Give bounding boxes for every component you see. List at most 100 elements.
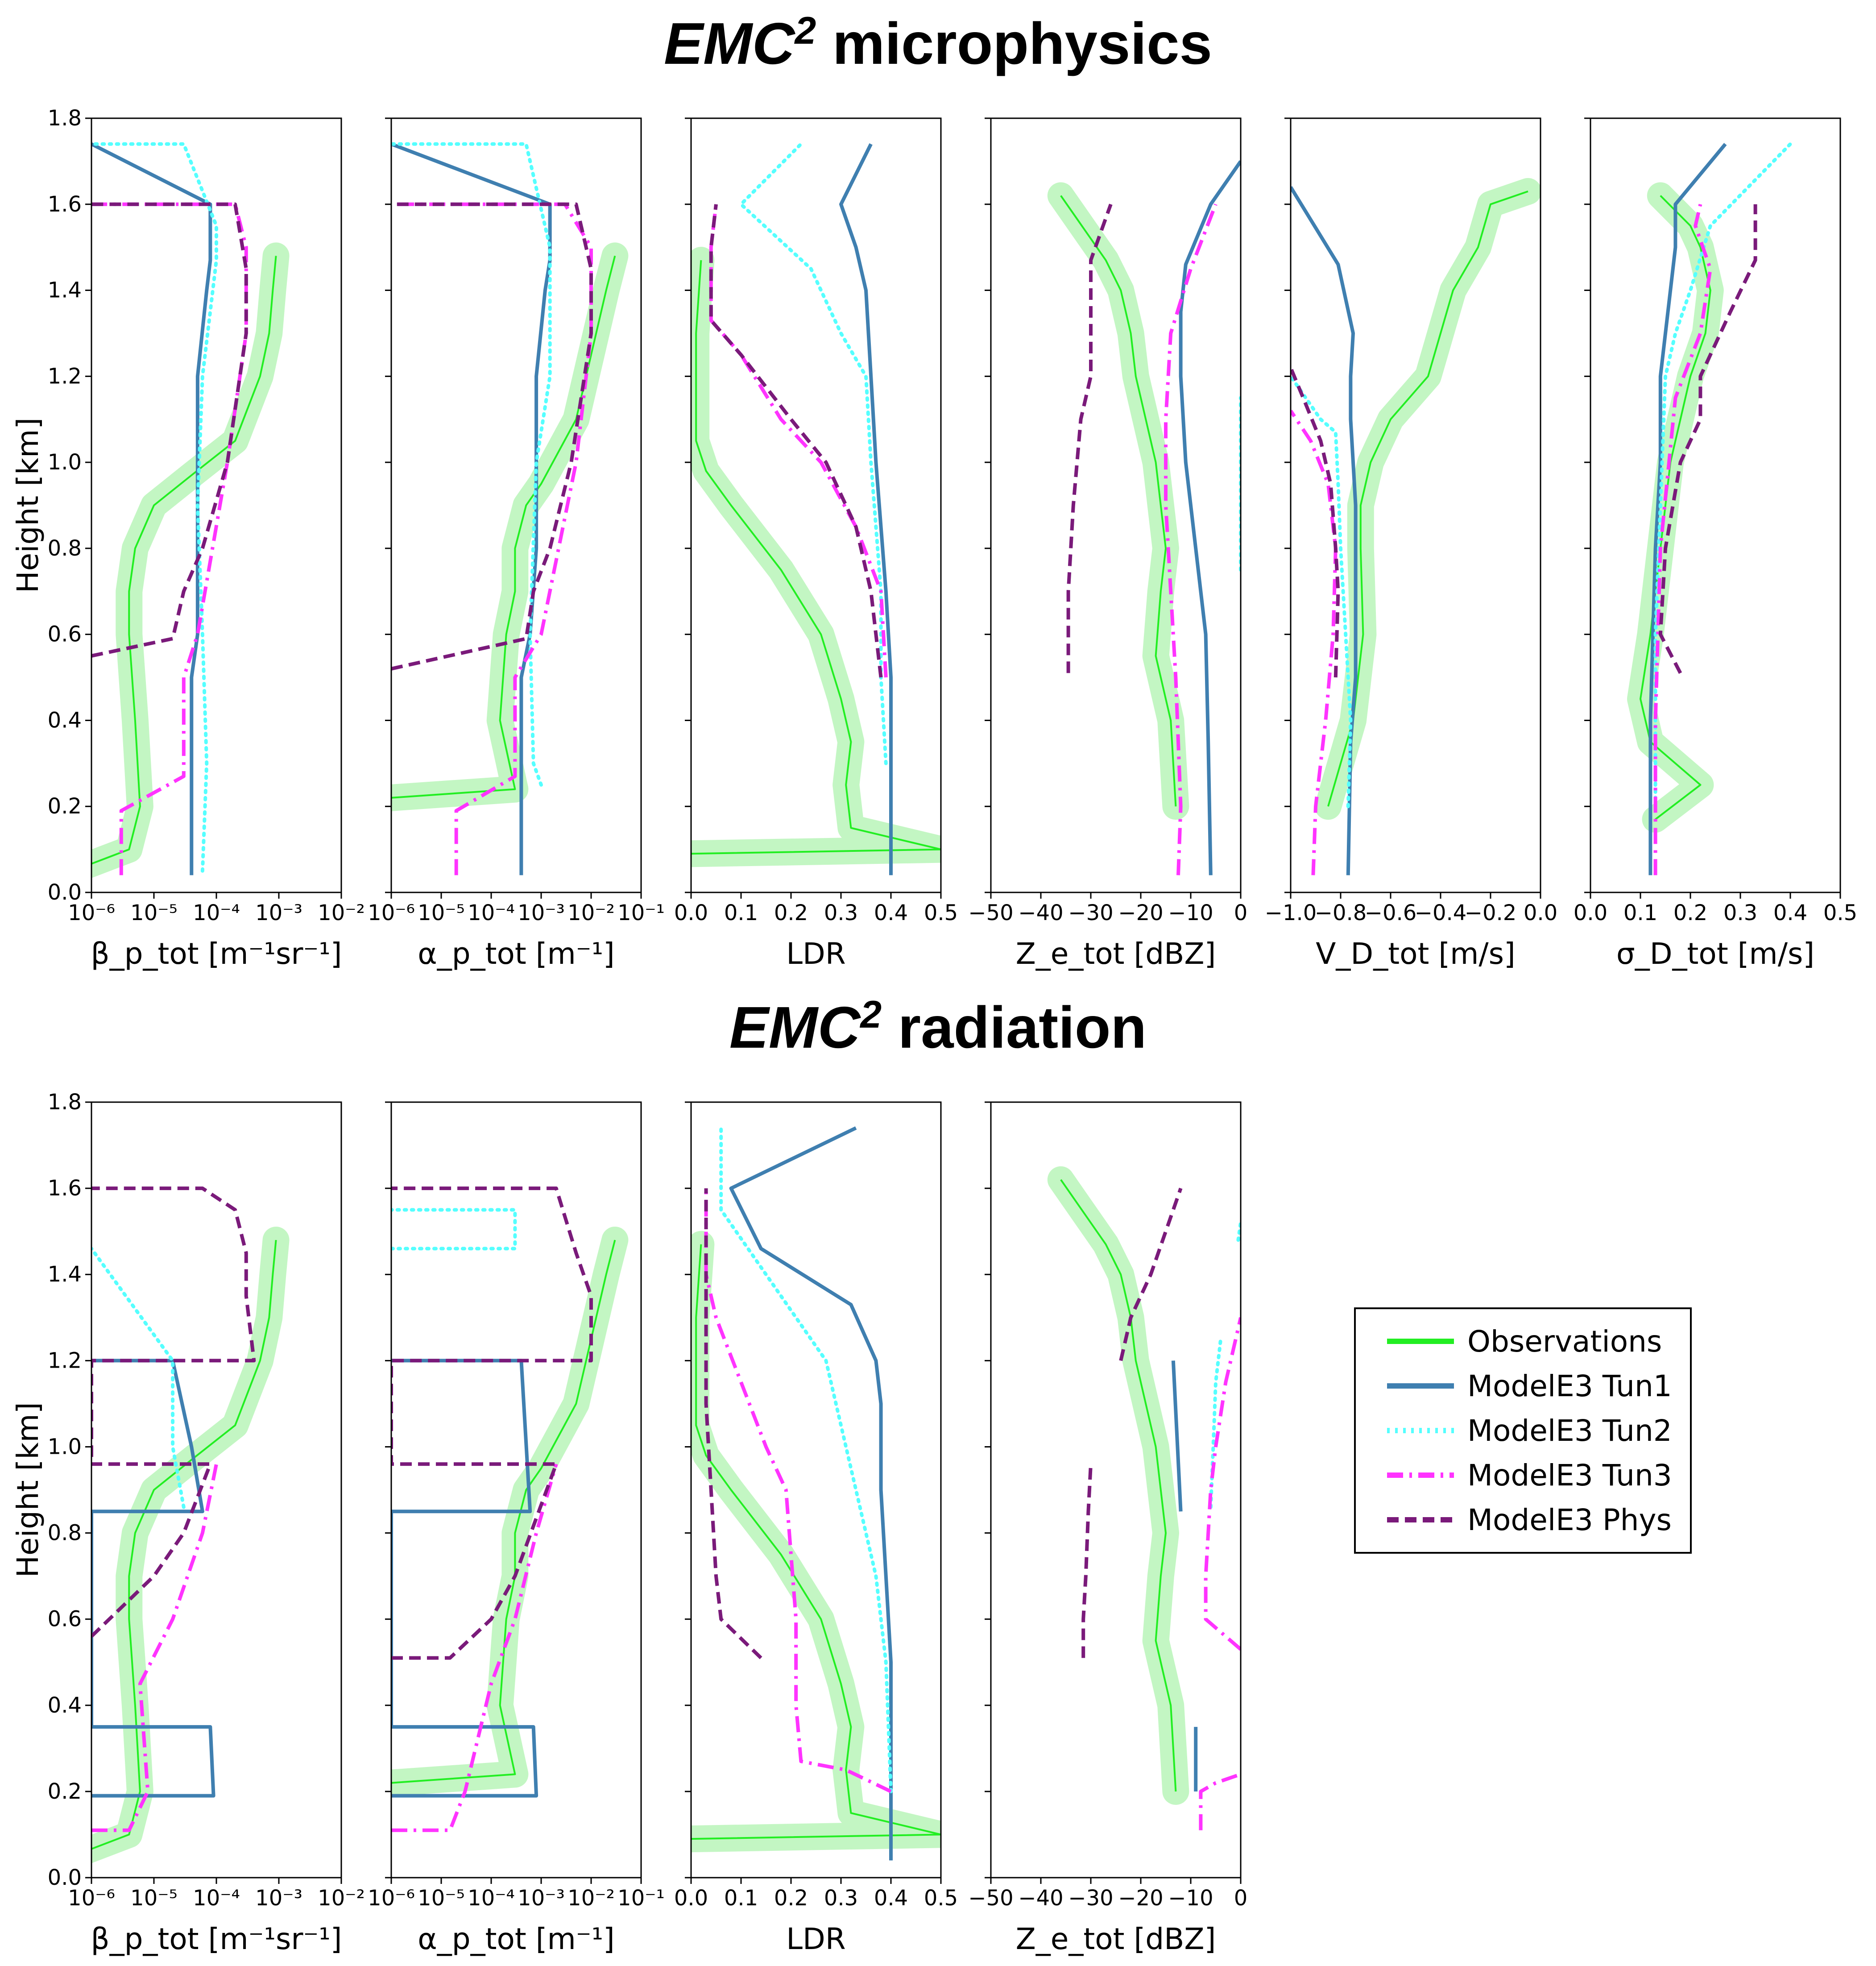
x-tick-label: 10⁻⁴ (193, 900, 240, 925)
x-tick-label: 10⁻¹ (617, 1886, 665, 1911)
x-tick-label: 10⁻⁶ (68, 1886, 115, 1911)
x-tick-label: 10⁻⁴ (468, 1886, 515, 1911)
title-microphysics-prefix: EMC (664, 11, 795, 76)
x-tick-label: −30 (1068, 1886, 1113, 1911)
y-tick-label: 0.2 (48, 1779, 82, 1804)
series-modele3-tun2 (719, 1126, 893, 1793)
title-microphysics: EMC2 microphysics (0, 9, 1876, 77)
x-tick-label: −10 (1168, 900, 1213, 925)
panel-microphysics-sigma (1584, 117, 1841, 899)
plot-area (1627, 142, 1792, 875)
observations-band (391, 242, 629, 811)
y-tick-label: 0.4 (48, 1693, 82, 1718)
title-radiation-prefix: EMC (729, 995, 861, 1060)
series-modele3-tun2 (391, 1208, 517, 1251)
series-modele3-tun3 (1291, 410, 1338, 875)
x-tick-label: −1.0 (1265, 900, 1317, 925)
series-modele3-tun3 (1204, 1317, 1241, 1651)
plot-area (391, 1186, 629, 1832)
x-tick-label: 10⁻⁶ (68, 900, 115, 925)
x-tick-label: −20 (1118, 1886, 1163, 1911)
panel-radiation-ze (985, 1101, 1242, 1884)
x-tick-label: 10⁻² (567, 900, 615, 925)
x-axis-label: LDR (786, 1922, 845, 1956)
y-tick-label: 0.0 (48, 1865, 82, 1890)
x-tick-label: −0.8 (1315, 900, 1367, 925)
legend-label: ModelE3 Tun3 (1467, 1458, 1672, 1493)
x-tick-label: 0 (1234, 900, 1248, 925)
legend-label: ModelE3 Tun2 (1467, 1413, 1672, 1448)
x-tick-label: 0.5 (924, 1886, 958, 1911)
plot-area (1047, 1166, 1241, 1830)
series-modele3-tun1 (1648, 143, 1727, 875)
series-observations (1327, 191, 1528, 807)
series-modele3-tun1 (1291, 186, 1358, 875)
series-observations (1060, 1179, 1177, 1792)
x-tick-label: 0.4 (874, 900, 908, 925)
y-tick-label: 0.2 (48, 794, 82, 819)
legend-label: ModelE3 Tun1 (1467, 1369, 1672, 1403)
x-tick-label: 0.5 (924, 900, 958, 925)
x-tick-label: −50 (968, 1886, 1013, 1911)
x-tick-label: 10⁻² (318, 900, 365, 925)
y-tick-label: 1.6 (48, 192, 82, 217)
series-observations (91, 256, 277, 865)
panel-frame (990, 1101, 1242, 1879)
series-observations (391, 255, 616, 799)
series-modele3-tun2 (91, 1247, 186, 1509)
x-axis-label: LDR (786, 937, 845, 971)
panel-radiation-beta (85, 1101, 342, 1884)
x-tick-label: −30 (1068, 900, 1113, 925)
x-tick-label: 10⁻⁶ (368, 1886, 415, 1911)
x-tick-label: 10⁻² (318, 1886, 365, 1911)
x-tick-label: 10⁻³ (255, 900, 302, 925)
y-tick-label: 0.8 (48, 536, 82, 561)
x-tick-label: 10⁻⁵ (130, 900, 178, 925)
x-axis-label: β_p_tot [m⁻¹sr⁻¹] (91, 937, 342, 971)
x-tick-label: 0.4 (1773, 900, 1807, 925)
x-tick-label: 0 (1234, 1886, 1248, 1911)
series-observations (691, 260, 941, 855)
x-tick-label: 0.4 (874, 1886, 908, 1911)
x-tick-label: 10⁻⁶ (368, 900, 415, 925)
plot-area (691, 1126, 941, 1861)
panel-frame (390, 1101, 642, 1879)
y-tick-label: 1.6 (48, 1176, 82, 1201)
series-modele3-tun2 (391, 142, 552, 787)
panel-radiation-alpha (385, 1101, 642, 1884)
legend-swatch (1387, 1383, 1454, 1389)
legend-label: ModelE3 Phys (1467, 1502, 1672, 1537)
series-modele3-tun3 (391, 1463, 558, 1832)
title-microphysics-sup: 2 (795, 9, 816, 52)
y-tick-label: 1.4 (48, 278, 82, 303)
series-modele3-tun2 (1653, 142, 1792, 809)
title-radiation: EMC2 radiation (0, 993, 1876, 1061)
series-modele3-phys (1081, 1464, 1093, 1658)
legend-label: Observations (1467, 1324, 1662, 1359)
y-tick-label: 0.4 (48, 708, 82, 733)
x-tick-label: 0.1 (724, 900, 758, 925)
panel-frame (1590, 117, 1841, 893)
x-tick-label: 0.0 (1574, 900, 1607, 925)
x-axis-label: α_p_tot [m⁻¹] (418, 937, 615, 971)
x-tick-label: −0.6 (1365, 900, 1417, 925)
x-tick-label: −0.4 (1415, 900, 1467, 925)
observations-band (691, 247, 941, 867)
title-radiation-suffix: radiation (882, 995, 1147, 1060)
x-tick-label: 0.2 (774, 1886, 808, 1911)
y-tick-label: 1.8 (48, 106, 82, 131)
plot-area (1291, 178, 1541, 875)
y-tick-label: 0.8 (48, 1521, 82, 1546)
x-axis-label: Z_e_tot [dBZ] (1016, 937, 1216, 971)
x-tick-label: 0.2 (1673, 900, 1707, 925)
series-observations (91, 1240, 277, 1850)
series-modele3-tun3 (1199, 1772, 1241, 1830)
x-tick-label: −40 (1018, 1886, 1063, 1911)
panel-microphysics-alpha (385, 117, 642, 899)
series-modele3-tun2 (91, 142, 218, 873)
x-tick-label: 10⁻³ (518, 900, 565, 925)
x-tick-label: 10⁻⁵ (418, 900, 465, 925)
y-tick-label: 1.2 (48, 1348, 82, 1373)
legend-item: ModelE3 Tun1 (1387, 1364, 1672, 1408)
legend-item: ModelE3 Phys (1387, 1497, 1672, 1542)
